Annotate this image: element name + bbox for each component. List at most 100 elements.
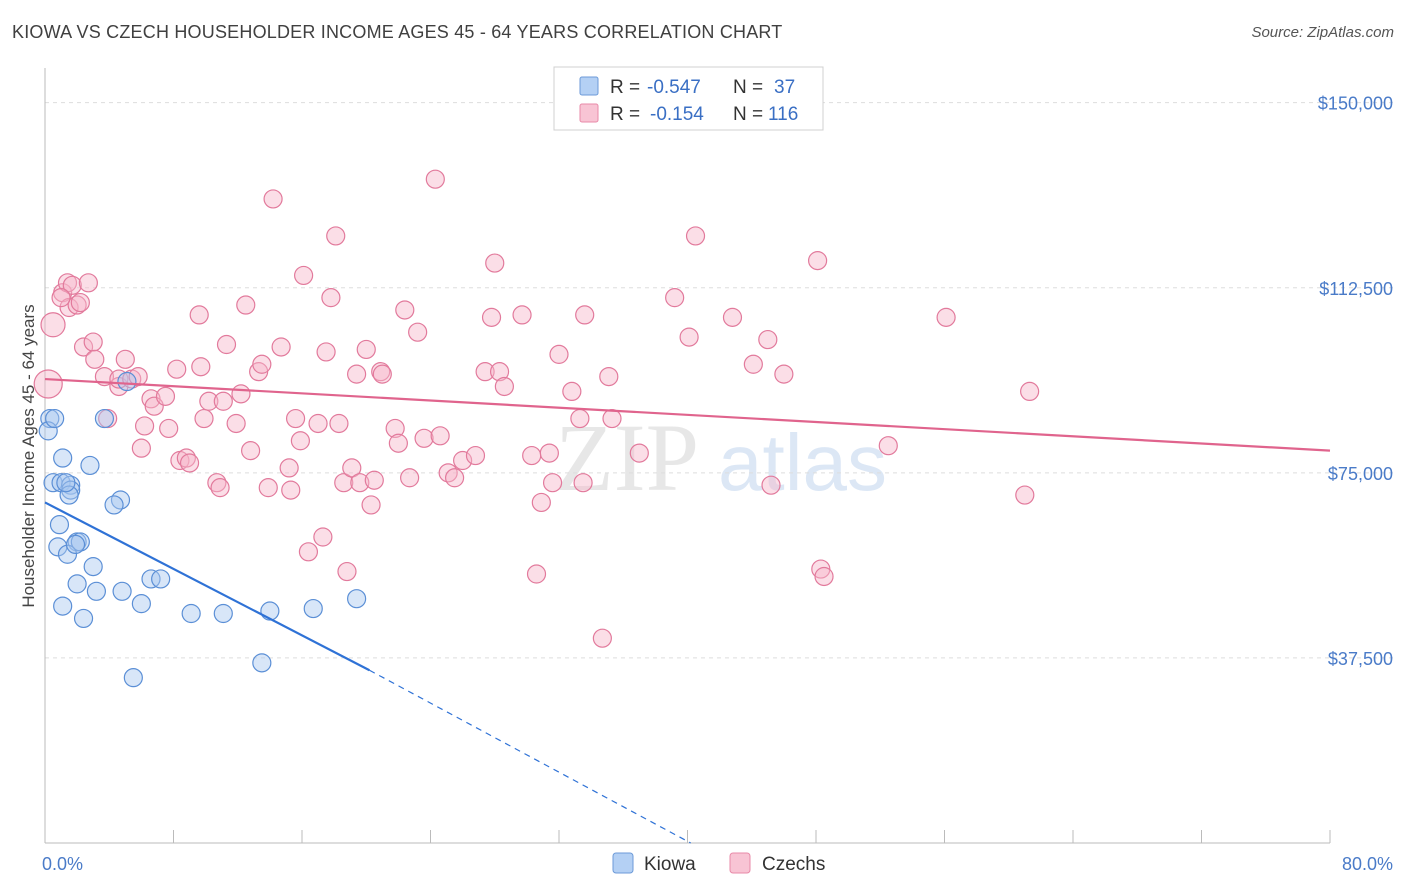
kiowa-trend-extension — [369, 669, 691, 844]
czech-point-93 — [575, 305, 595, 325]
czech-point-109 — [878, 436, 898, 456]
czech-point-50 — [308, 413, 328, 434]
czech-point-94 — [592, 628, 612, 648]
czech-point-71 — [414, 428, 434, 448]
y-tick-label-2: $112,500 — [1319, 279, 1393, 299]
y-tick-labels: $37,500 $75,000 $112,500 $150,000 — [1318, 94, 1393, 669]
kiowa-point-23 — [151, 569, 171, 589]
czech-point-49 — [298, 542, 319, 562]
kiowa-point-24 — [131, 594, 151, 614]
watermark-zip: ZIP — [555, 404, 699, 511]
legend-czech-n-value: 116 — [768, 104, 798, 125]
kiowa-point-28 — [213, 603, 233, 624]
czech-point-42 — [263, 189, 283, 209]
czech-point-7 — [78, 273, 98, 293]
czech-point-18 — [134, 416, 155, 436]
czech-point-77 — [465, 445, 486, 466]
czech-point-55 — [329, 413, 349, 434]
czech-point-10 — [85, 349, 105, 369]
czech-point-75 — [444, 468, 465, 488]
czech-point-57 — [337, 561, 357, 582]
czech-point-66 — [385, 418, 405, 439]
czech-point-21 — [155, 386, 176, 406]
czech-point-104 — [761, 475, 781, 495]
legend-kiowa-r-label: R = — [610, 77, 640, 98]
czech-point-22 — [159, 418, 179, 439]
czech-point-95 — [599, 366, 619, 387]
bottom-legend-czechs: Czechs — [762, 854, 825, 875]
czech-point-115 — [179, 453, 200, 473]
czech-point-14 — [115, 349, 135, 369]
czech-point-58 — [342, 458, 362, 478]
y-axis-label: Householder Income Ages 45 - 64 years — [19, 304, 38, 607]
czech-point-61 — [356, 339, 376, 360]
czech-point-78 — [475, 362, 495, 382]
kiowa-point-13 — [49, 515, 70, 535]
kiowa-point-27 — [181, 603, 201, 624]
czech-point-102 — [743, 354, 763, 374]
kiowa-point-2 — [45, 408, 65, 429]
series-legend: Kiowa Czechs — [612, 852, 825, 875]
czech-point-17 — [128, 366, 148, 387]
kiowa-point-11 — [110, 490, 131, 510]
czech-point-35 — [226, 413, 246, 434]
czech-point-54 — [326, 226, 346, 246]
czech-point-106 — [808, 251, 828, 271]
czech-point-6 — [67, 295, 87, 315]
czech-point-105 — [774, 364, 794, 384]
grid-lines — [45, 102, 1395, 659]
czech-point-84 — [522, 445, 542, 466]
kiowa-point-21 — [112, 581, 132, 601]
czech-point-96 — [602, 408, 622, 429]
watermark-atlas: atlas — [718, 418, 887, 507]
kiowa-point-5 — [80, 455, 100, 476]
kiowa-point-3 — [94, 408, 115, 429]
czech-point-30 — [199, 391, 219, 411]
bottom-legend-czech-swatch — [729, 852, 751, 874]
czech-point-85 — [526, 564, 547, 584]
kiowa-trend-line — [44, 501, 370, 672]
czech-point-44 — [279, 458, 299, 478]
legend-kiowa-n-label: N = — [733, 77, 763, 98]
czech-point-36 — [231, 384, 251, 404]
czech-point-98 — [665, 288, 685, 308]
czech-point-100 — [685, 226, 706, 246]
czech-point-41 — [258, 478, 278, 498]
legend-czech-r-label: R = — [610, 104, 640, 125]
kiowa-point-34 — [117, 371, 137, 392]
czech-point-52 — [316, 342, 336, 362]
czech-point-91 — [570, 408, 590, 429]
czech-point-87 — [539, 443, 559, 463]
source-label: Source: ZipAtlas.com — [1251, 24, 1394, 41]
czech-point-108 — [814, 566, 834, 587]
czech-point-70 — [408, 322, 428, 342]
czech-point-112 — [1020, 381, 1040, 402]
czech-point-73 — [430, 426, 450, 446]
legend-box — [553, 66, 824, 131]
czech-point-110 — [936, 307, 956, 327]
czech-point-51 — [313, 527, 333, 547]
kiowa-point-19 — [67, 574, 87, 594]
kiowa-point-36 — [65, 534, 86, 555]
czech-point-29 — [194, 408, 214, 429]
bottom-legend-kiowa-swatch — [612, 852, 634, 874]
kiowa-point-10 — [59, 485, 79, 505]
czech-point-5 — [62, 275, 82, 295]
legend-czech-swatch — [579, 103, 599, 123]
czech-point-45 — [281, 480, 301, 500]
czech-point-81 — [489, 362, 510, 382]
kiowa-point-12 — [104, 495, 124, 515]
czech-point-101 — [722, 307, 743, 327]
kiowa-point-4 — [53, 448, 73, 468]
czech-point-38 — [241, 441, 261, 461]
x-tick-min: 0.0% — [42, 854, 83, 874]
czech-point-53 — [321, 288, 341, 308]
kiowa-point-0 — [40, 408, 60, 429]
czech-point-67 — [388, 433, 408, 453]
czech-point-74 — [438, 463, 458, 483]
czech-point-46 — [285, 408, 306, 429]
trend-lines — [44, 377, 1331, 844]
y-tick-label-0: $37,500 — [1328, 649, 1393, 669]
czech-point-82 — [494, 376, 514, 397]
czech-point-32 — [210, 478, 230, 498]
